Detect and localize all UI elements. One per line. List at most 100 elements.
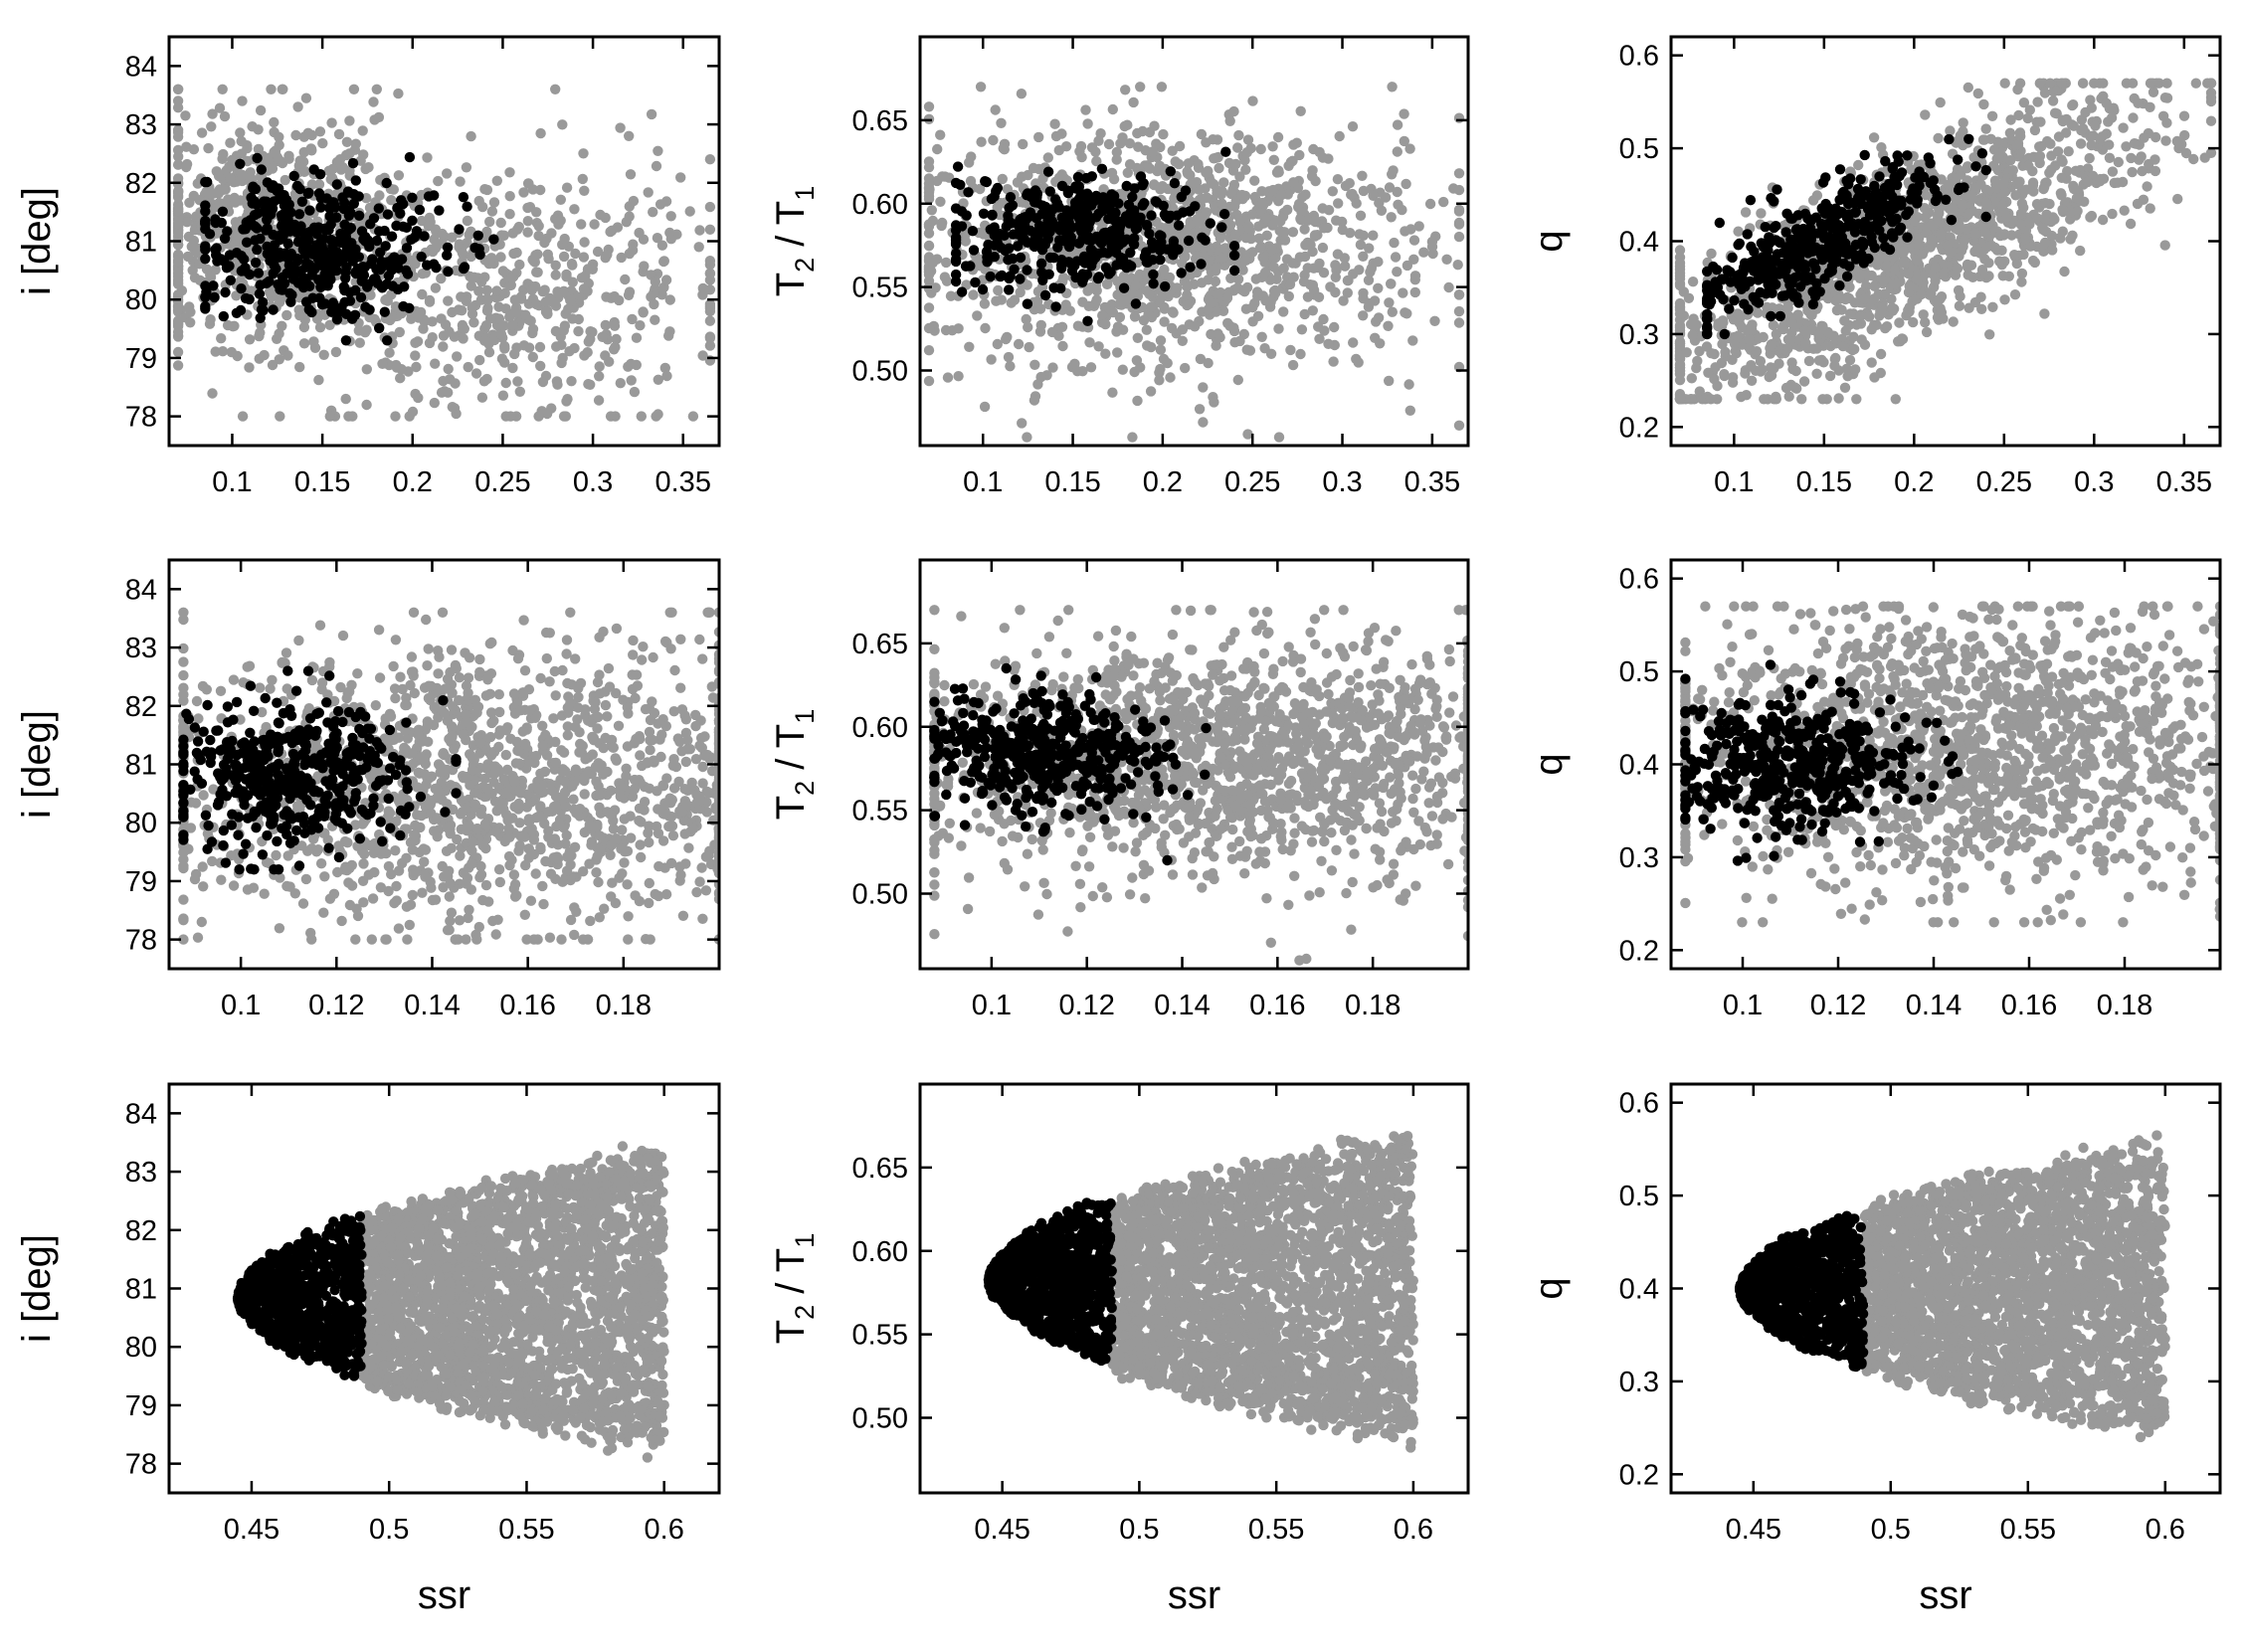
data-point [247,121,257,131]
data-point [425,295,435,305]
data-point [2057,173,2067,183]
data-point [1145,163,1155,173]
data-point [987,210,997,220]
data-point [1848,332,1858,342]
data-point [932,144,942,154]
data-point [594,395,604,405]
data-point [941,258,951,268]
data-point [1148,270,1158,279]
data-point [294,209,304,219]
data-point [173,186,183,196]
data-point [1377,206,1387,216]
data-point [1994,148,2004,158]
data-point [309,164,319,174]
data-point [200,254,210,264]
data-point [382,178,392,188]
data-point [1135,362,1145,372]
data-point [1197,129,1207,139]
data-point [1222,292,1232,302]
data-point [1310,217,1320,227]
data-point [331,347,341,357]
data-point [1441,255,1451,265]
data-point [216,333,226,343]
data-point [282,239,292,249]
data-point [341,394,351,404]
data-point [1943,241,1953,251]
data-point [1368,231,1378,241]
data-point [1782,343,1792,353]
data-point [1891,394,1901,404]
data-point [245,294,255,304]
data-point [173,218,183,228]
data-point [305,227,315,237]
data-point [2013,110,2023,120]
data-point [474,250,484,260]
data-point [489,197,499,207]
data-point [1364,301,1374,311]
data-point [301,258,311,268]
data-point [173,145,183,155]
data-point [1155,245,1165,255]
data-point [173,131,183,141]
data-point [1098,192,1108,202]
data-point [1212,263,1221,273]
data-point [1897,333,1907,343]
data-point [252,245,262,255]
data-point [515,387,525,397]
data-point [1057,322,1067,332]
data-point [924,162,934,172]
data-point [1220,147,1230,157]
data-point [560,234,570,244]
data-point [1229,266,1239,275]
data-point [1201,235,1211,245]
data-point [2039,308,2049,318]
data-point [1912,256,1922,266]
data-point [407,216,417,226]
data-point [1008,254,1018,264]
data-point [1097,310,1107,320]
data-point [1198,417,1208,427]
data-point [469,273,479,282]
data-point [2206,79,2216,89]
data-point [1043,152,1053,162]
data-point [1928,220,1938,230]
data-point [325,411,335,421]
data-point [257,164,267,174]
data-point [2105,103,2115,113]
data-point [238,170,248,180]
data-point [173,255,183,265]
data-point [1207,177,1216,187]
data-point [1309,264,1319,274]
data-point [1409,235,1419,245]
y-axis-label: i [deg] [15,187,59,295]
data-point [964,157,974,167]
data-point [1920,317,1930,327]
data-point [1230,159,1240,169]
data-point [924,241,934,251]
data-point [1987,302,1997,312]
data-point [1133,333,1143,343]
data-point [2010,289,2020,299]
data-point [969,245,979,255]
data-point [1010,294,1020,304]
data-point [1247,209,1257,219]
data-point [1759,332,1769,342]
data-point [2005,155,2015,165]
data-point [1747,376,1757,386]
data-point [410,232,420,242]
data-point [1999,229,2009,239]
data-point [1374,312,1384,322]
data-point [458,333,467,343]
data-point [1125,248,1135,258]
data-point [328,297,338,307]
data-point [1389,238,1399,248]
data-point [1040,290,1050,300]
data-point [924,323,934,333]
x-tick-label: 0.2 [393,466,433,498]
data-point [306,145,316,155]
data-point [1970,229,1980,239]
y-axis-label-sub: 1 [790,186,820,201]
data-point [1853,160,1863,170]
data-point [318,245,328,255]
data-point [1148,278,1158,288]
